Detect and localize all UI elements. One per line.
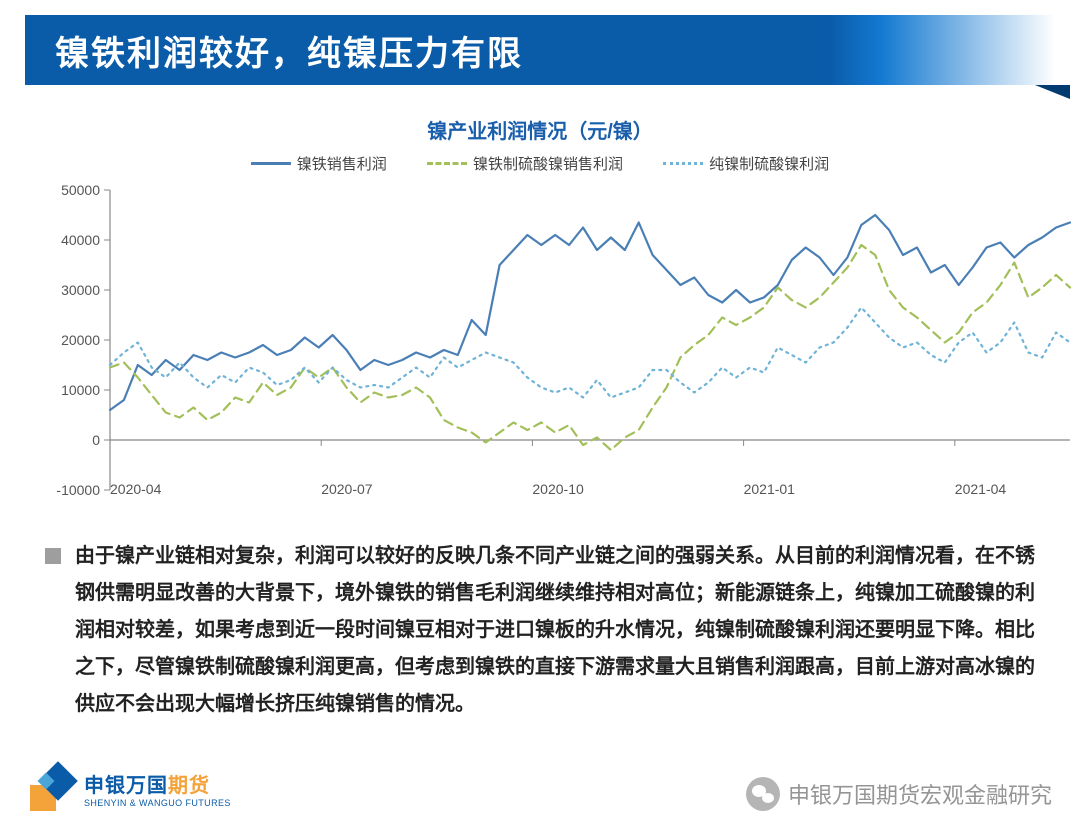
logo-text-cn: 申银万国期货 [84,769,231,798]
svg-text:-10000: -10000 [56,482,100,498]
chart-title: 镍产业利润情况（元/镍） [40,115,1040,144]
logo-cn-2: 期货 [168,775,210,797]
legend-label-1: 镍铁销售利润 [297,153,387,174]
svg-text:2021-04: 2021-04 [955,481,1007,497]
svg-text:20000: 20000 [61,332,100,348]
legend-item-3: 纯镍制硫酸镍利润 [663,153,829,174]
legend-swatch-3 [663,162,703,165]
title-banner: 镍铁利润较好，纯镍压力有限 [25,15,1055,85]
legend-swatch-2 [427,162,467,165]
svg-text:2020-07: 2020-07 [321,481,373,497]
svg-text:0: 0 [92,432,100,448]
page-title: 镍铁利润较好，纯镍压力有限 [55,26,523,75]
line-chart: -10000 0 10000 20000 30000 40000 50000 2020-04 2… [40,180,1080,520]
watermark: 申银万国期货宏观金融研究 [746,777,1052,811]
analysis-text: 由于镍产业链相对复杂，利润可以较好的反映几条不同产业链之间的强弱关系。从目前的利… [75,538,1035,723]
analysis-paragraph: 由于镍产业链相对复杂，利润可以较好的反映几条不同产业链之间的强弱关系。从目前的利… [45,538,1035,723]
chart-legend: 镍铁销售利润 镍铁制硫酸镍销售利润 纯镍制硫酸镍利润 [40,152,1040,174]
svg-text:2020-04: 2020-04 [110,481,162,497]
footer-logo: 申银万国期货 SHENYIN & WANGUO FUTURES [30,765,231,811]
chart-container: 镍产业利润情况（元/镍） 镍铁销售利润 镍铁制硫酸镍销售利润 纯镍制硫酸镍利润 … [40,115,1040,520]
legend-item-2: 镍铁制硫酸镍销售利润 [427,153,623,174]
logo-cn-1: 申银万国 [84,775,168,797]
wechat-icon [746,777,780,811]
legend-label-2: 镍铁制硫酸镍销售利润 [473,153,623,174]
logo-text-en: SHENYIN & WANGUO FUTURES [84,798,231,808]
svg-text:40000: 40000 [61,232,100,248]
legend-swatch-1 [251,162,291,165]
logo-mark-icon [30,765,76,811]
svg-text:2021-01: 2021-01 [744,481,796,497]
legend-label-3: 纯镍制硫酸镍利润 [709,153,829,174]
svg-text:30000: 30000 [61,282,100,298]
svg-text:10000: 10000 [61,382,100,398]
bullet-icon [45,548,61,564]
watermark-text: 申银万国期货宏观金融研究 [788,778,1052,810]
svg-text:2020-10: 2020-10 [532,481,584,497]
legend-item-1: 镍铁销售利润 [251,153,387,174]
svg-text:50000: 50000 [61,182,100,198]
